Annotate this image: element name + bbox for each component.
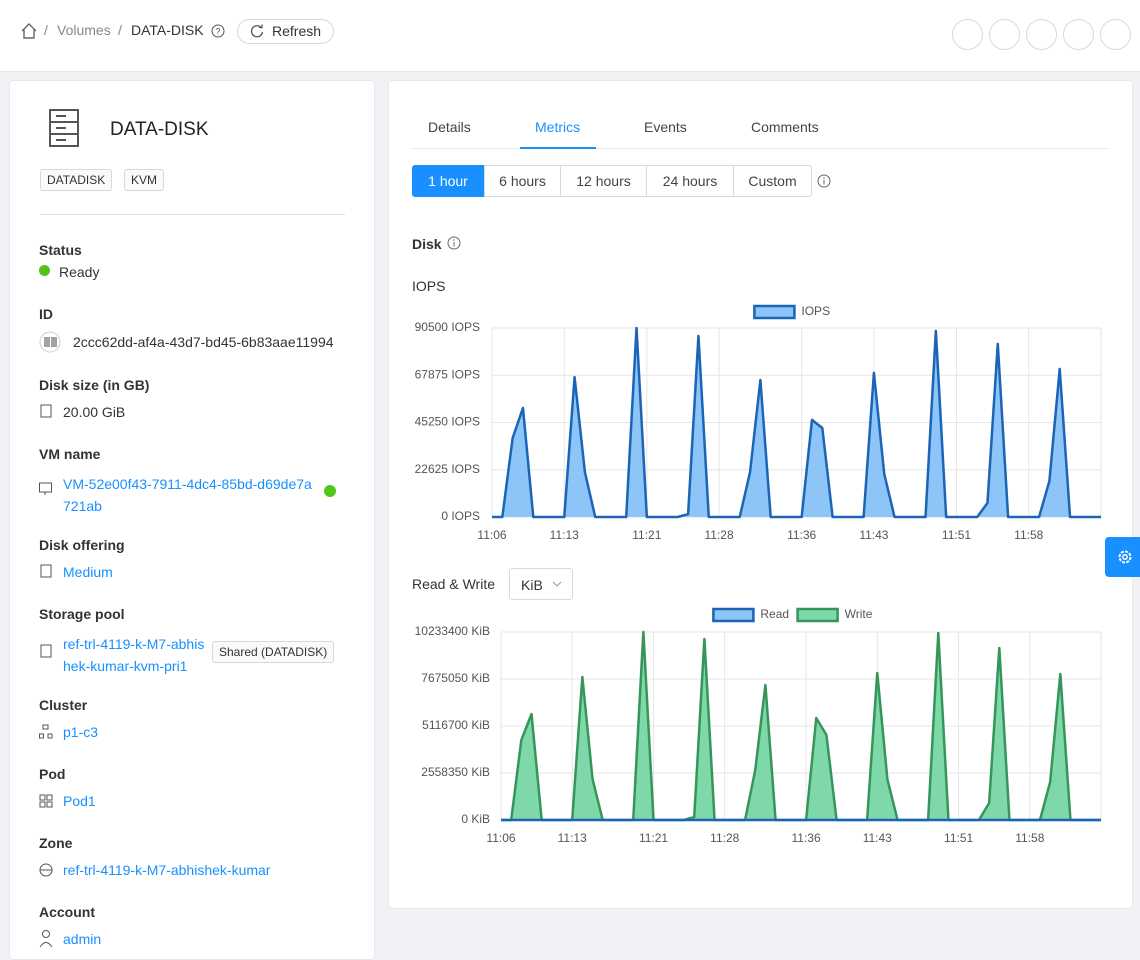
y-tick-label: 2558350 KiB [421, 765, 490, 779]
home-icon[interactable] [20, 22, 38, 40]
field-label: Account [39, 904, 95, 920]
y-tick-label: 22625 IOPS [415, 462, 480, 476]
info-card: DATA-DISK DATADISK KVM [9, 80, 375, 960]
volume-icon [49, 109, 79, 147]
x-tick-label: 11:58 [1015, 831, 1044, 845]
time-range[interactable]: 24 hours [646, 165, 734, 197]
field-label: Storage pool [39, 606, 125, 622]
unit-select[interactable]: KiB [509, 568, 573, 600]
refresh-icon [250, 24, 264, 38]
x-tick-label: 11:06 [477, 528, 506, 542]
tag: DATADISK [40, 169, 113, 191]
legend-swatch [753, 304, 796, 320]
breadcrumb: DATA-DISK [131, 22, 204, 38]
time-range[interactable]: 12 hours [560, 165, 647, 197]
legend-swatch [712, 607, 755, 623]
field-value: 20.00 GiB [63, 404, 126, 420]
breadcrumb[interactable]: Volumes [57, 22, 111, 38]
field-icons [39, 404, 53, 948]
help-icon[interactable]: ? [211, 24, 225, 38]
badge: Shared (DATADISK) [212, 641, 335, 663]
field-value: 2ccc62dd-af4a-43d7-bd45-6b83aae11994 [73, 334, 334, 350]
tab[interactable]: Metrics [535, 119, 581, 135]
line [492, 326, 1101, 519]
x-tick-label: 11:36 [792, 831, 821, 845]
id-icon [39, 331, 61, 353]
field-label: Cluster [39, 697, 88, 713]
move-button[interactable] [1063, 19, 1094, 50]
legend-swatch [796, 607, 839, 623]
field-label: Pod [39, 766, 66, 782]
x-tick-label: 11:58 [1014, 528, 1043, 542]
x-tick-label: 11:13 [558, 831, 587, 845]
section-title: Disk [412, 236, 442, 252]
field-label: Zone [39, 835, 73, 851]
chart-title: IOPS [412, 278, 446, 294]
field-link[interactable]: VM-52e00f43-7911-4dc4-85bd-d69de7a721ab [63, 476, 312, 514]
field-label: Status [39, 242, 82, 258]
refresh-button[interactable]: Refresh [237, 19, 334, 44]
field-link[interactable]: admin [63, 931, 102, 947]
x-tick-label: 11:43 [863, 831, 892, 845]
x-tick-label: 11:51 [942, 528, 971, 542]
tab[interactable]: Comments [751, 119, 819, 135]
time-range[interactable]: Custom [733, 165, 812, 197]
x-tick-label: 11:43 [859, 528, 888, 542]
field-link[interactable]: ref-trl-4119-k-M7-abhishek-kumar-kvm-pri… [63, 636, 205, 674]
x-tick-label: 11:28 [710, 831, 739, 845]
y-tick-label: 7675050 KiB [421, 671, 490, 685]
resize-button[interactable] [1026, 19, 1057, 50]
x-tick-label: 11:21 [639, 831, 668, 845]
svg-text:?: ? [215, 27, 220, 37]
field-link[interactable]: p1-c3 [63, 724, 99, 740]
field-link[interactable]: Medium [63, 564, 113, 580]
header: / Volumes / DATA-DISK ? Refresh [0, 0, 1140, 72]
link-button[interactable] [952, 19, 983, 50]
migrate-button[interactable] [1100, 19, 1131, 50]
field-label: VM name [39, 446, 101, 462]
x-tick-label: 11:36 [787, 528, 816, 542]
x-tick-label: 11:13 [550, 528, 579, 542]
tag: KVM [124, 169, 165, 191]
unit-value: KiB [521, 577, 543, 593]
field-label: Disk offering [39, 537, 125, 553]
y-tick-label: 10233400 KiB [415, 624, 490, 638]
chart-title: Read & Write [412, 576, 495, 592]
tab[interactable]: Events [644, 119, 687, 135]
y-tick-label: 5116700 KiB [422, 718, 490, 732]
field-link[interactable]: Pod1 [63, 793, 96, 809]
field-link[interactable]: ref-trl-4119-k-M7-abhishek-kumar [63, 862, 271, 878]
field-label: ID [39, 306, 53, 322]
field-label: Disk size (in GB) [39, 377, 150, 393]
time-range[interactable]: 1 hour [412, 165, 484, 197]
info-icon[interactable] [447, 236, 461, 250]
y-tick-label: 90500 IOPS [415, 320, 480, 334]
legend-label: IOPS [801, 304, 830, 318]
x-tick-label: 11:06 [486, 831, 515, 845]
refresh-label: Refresh [272, 23, 322, 39]
legend-label: Read [760, 607, 789, 621]
info-icon[interactable] [817, 174, 831, 188]
y-tick-label: 67875 IOPS [415, 367, 480, 381]
y-tick-label: 45250 IOPS [415, 415, 480, 429]
x-tick-label: 11:51 [944, 831, 973, 845]
settings-button[interactable] [1105, 537, 1140, 577]
y-tick-label: 0 KiB [461, 812, 490, 826]
legend-label: Write [845, 607, 873, 621]
x-tick-label: 11:28 [705, 528, 734, 542]
time-range[interactable]: 6 hours [484, 165, 561, 197]
x-tick-label: 11:21 [632, 528, 661, 542]
field-value: Ready [59, 264, 100, 280]
volume-name: DATA-DISK [110, 119, 209, 140]
y-tick-label: 0 IOPS [441, 509, 480, 523]
tab[interactable]: Details [428, 119, 471, 135]
edit-button[interactable] [989, 19, 1020, 50]
